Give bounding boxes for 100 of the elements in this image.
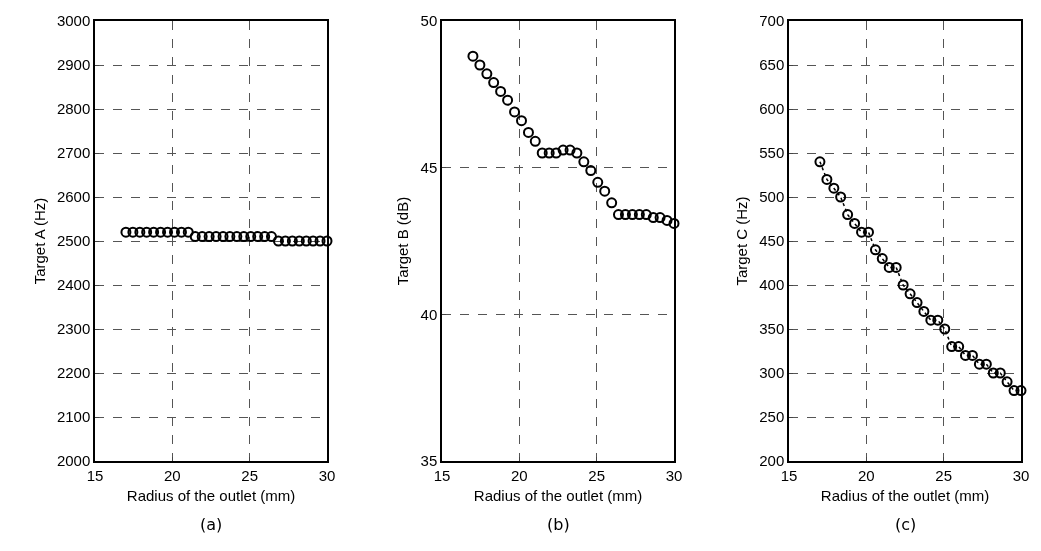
point xyxy=(876,253,888,265)
point xyxy=(821,173,833,185)
point xyxy=(647,212,659,224)
point xyxy=(640,209,652,221)
point xyxy=(599,185,611,197)
point xyxy=(481,68,493,80)
point xyxy=(488,77,500,89)
y-tick-label: 500 xyxy=(759,188,785,206)
x-tick-label: 25 xyxy=(588,466,606,484)
y-tick-label: 2100 xyxy=(56,408,91,426)
y-tick-label: 40 xyxy=(420,305,438,323)
y-tick-label: 2400 xyxy=(56,276,91,294)
point xyxy=(856,226,868,238)
point xyxy=(619,209,631,221)
y-tick-label: 700 xyxy=(759,12,785,30)
point xyxy=(668,217,680,229)
point xyxy=(897,279,909,291)
y-tick-label: 2900 xyxy=(56,56,91,74)
y-tick-label: 2300 xyxy=(56,320,91,338)
x-tick-label: 25 xyxy=(241,466,259,484)
y-tick-label: 3000 xyxy=(56,12,91,30)
point xyxy=(890,261,902,273)
point xyxy=(883,261,895,273)
y-tick-label: 2700 xyxy=(56,144,91,162)
point xyxy=(925,314,937,326)
x-tick-label: 20 xyxy=(163,466,181,484)
point xyxy=(633,209,645,221)
point xyxy=(966,349,978,361)
point xyxy=(606,197,618,209)
point xyxy=(571,147,583,159)
y-axis-title: Target A (Hz) xyxy=(30,197,48,285)
y-axis-title: Target B (dB) xyxy=(394,196,412,286)
point xyxy=(842,209,854,221)
y-tick-label: 300 xyxy=(759,364,785,382)
y-tick-label: 550 xyxy=(759,144,785,162)
y-tick-label: 650 xyxy=(759,56,785,74)
y-tick-label: 2500 xyxy=(56,232,91,250)
x-tick-label: 25 xyxy=(935,466,953,484)
text: (c) xyxy=(895,515,917,534)
point xyxy=(869,244,881,256)
y-tick-label: 2600 xyxy=(56,188,91,206)
y-tick-label: 45 xyxy=(420,158,438,176)
point xyxy=(543,147,555,159)
point xyxy=(939,323,951,335)
point xyxy=(522,126,534,138)
point xyxy=(814,156,826,168)
point xyxy=(564,144,576,156)
point xyxy=(529,135,541,147)
point xyxy=(994,367,1006,379)
point xyxy=(654,212,666,224)
point xyxy=(980,358,992,370)
y-tick-label: 2200 xyxy=(56,364,91,382)
point xyxy=(932,314,944,326)
point xyxy=(953,341,965,353)
x-tick-label: 20 xyxy=(857,466,875,484)
y-tick-label: 450 xyxy=(759,232,785,250)
point xyxy=(987,367,999,379)
point xyxy=(863,226,874,238)
y-tick-label: 50 xyxy=(420,12,438,30)
point xyxy=(592,176,604,188)
point xyxy=(578,156,590,168)
point xyxy=(973,358,985,370)
x-axis-title: Radius of the outlet (mm) xyxy=(820,487,990,505)
x-axis-title: Radius of the outlet (mm) xyxy=(126,487,296,505)
point xyxy=(550,147,562,159)
point xyxy=(1001,376,1013,388)
x-tick-label: 30 xyxy=(665,466,683,484)
point xyxy=(1015,385,1027,397)
x-tick-label: 20 xyxy=(510,466,528,484)
point xyxy=(1008,385,1020,397)
point xyxy=(918,305,930,317)
point xyxy=(661,214,673,226)
point xyxy=(467,50,479,62)
text: (b) xyxy=(547,515,570,534)
text: (a) xyxy=(200,515,223,534)
y-tick-label: 600 xyxy=(759,100,785,118)
x-tick-label: 30 xyxy=(318,466,336,484)
point xyxy=(509,106,521,118)
point xyxy=(959,349,971,361)
point xyxy=(835,191,847,203)
y-tick-label: 400 xyxy=(759,276,785,294)
point xyxy=(536,147,548,159)
point xyxy=(557,144,569,156)
y-tick-label: 250 xyxy=(759,408,785,426)
point xyxy=(495,85,507,97)
y-tick-label: 350 xyxy=(759,320,785,338)
x-axis-title: Radius of the outlet (mm) xyxy=(473,487,643,505)
point xyxy=(904,288,916,300)
point xyxy=(474,59,486,71)
point xyxy=(626,209,638,221)
x-tick-label: 30 xyxy=(1012,466,1030,484)
point xyxy=(849,217,861,229)
point xyxy=(516,115,527,127)
point xyxy=(911,297,923,309)
y-axis-title: Target C (Hz) xyxy=(732,196,750,286)
point xyxy=(946,341,958,353)
y-tick-label: 2800 xyxy=(56,100,91,118)
point xyxy=(502,94,514,106)
point xyxy=(585,165,597,177)
point xyxy=(612,209,624,221)
